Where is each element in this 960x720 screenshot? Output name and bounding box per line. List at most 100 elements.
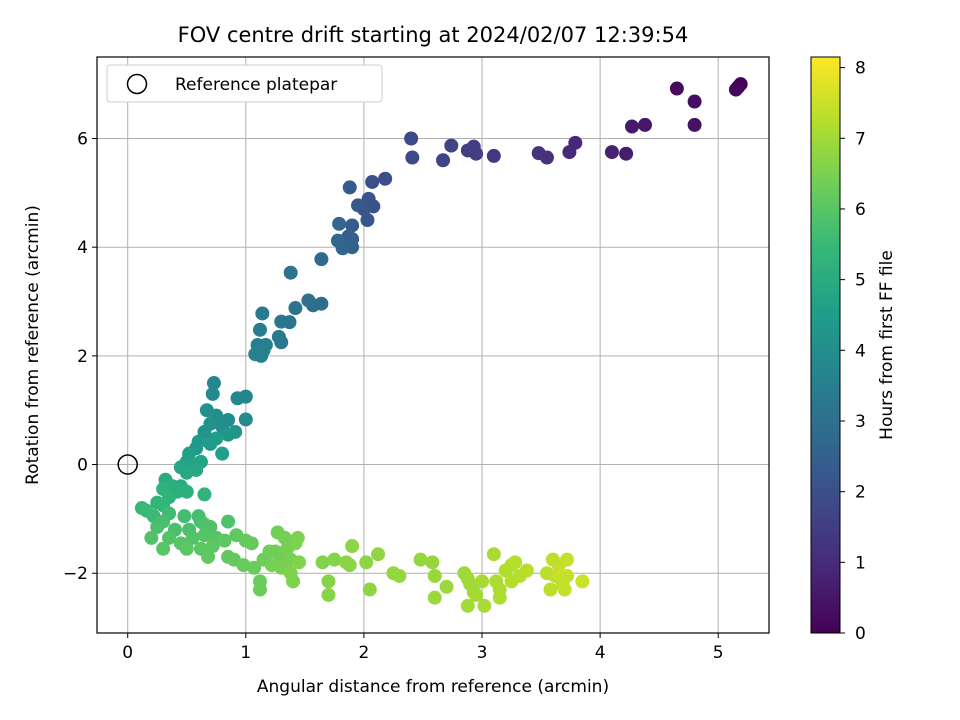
data-point (288, 301, 303, 316)
data-point (332, 216, 347, 231)
data-point (531, 146, 546, 161)
grid (97, 57, 769, 633)
data-point (197, 487, 212, 502)
data-point (345, 539, 360, 554)
y-tick-label: 6 (77, 130, 88, 150)
data-point (413, 552, 428, 567)
data-point (206, 376, 221, 391)
data-point (486, 148, 501, 163)
colorbar-ticks: 0 1 2 3 4 5 6 7 8 (840, 59, 866, 644)
data-point (221, 514, 236, 529)
y-tick-label: −2 (63, 564, 88, 584)
x-axis: 0 1 2 3 4 5 (122, 633, 724, 663)
data-point (436, 153, 451, 168)
x-tick-label: 0 (122, 643, 133, 663)
data-point (177, 509, 192, 524)
y-axis-label: Rotation from reference (arcmin) (23, 205, 43, 485)
data-point (221, 427, 236, 442)
data-point (271, 329, 286, 344)
data-point (286, 574, 301, 589)
data-point (477, 598, 492, 613)
data-point (274, 314, 289, 329)
data-point (345, 218, 360, 233)
x-axis-label: Angular distance from reference (arcmin) (257, 677, 609, 697)
x-tick-label: 2 (358, 643, 369, 663)
data-point (439, 579, 454, 594)
data-point (277, 530, 292, 545)
colorbar-tick-label: 3 (855, 412, 866, 432)
legend-box (106, 64, 383, 103)
x-tick-label: 3 (477, 643, 488, 663)
data-point (508, 555, 523, 570)
data-point (150, 520, 165, 535)
reference-platepar-marker (117, 454, 138, 475)
colorbar (810, 56, 841, 634)
data-point (238, 412, 253, 427)
data-point (248, 347, 263, 362)
data-point (687, 117, 702, 132)
colorbar-tick-label: 8 (855, 59, 866, 79)
data-point (252, 582, 267, 597)
data-point (392, 568, 407, 583)
data-point (205, 539, 220, 554)
data-point (460, 598, 475, 613)
y-tick-label: 4 (77, 238, 88, 258)
data-point (179, 541, 194, 556)
data-point (321, 574, 336, 589)
data-point (179, 465, 194, 480)
data-point (562, 145, 577, 160)
data-point (205, 386, 220, 401)
data-point (365, 174, 380, 189)
data-point (315, 555, 330, 570)
data-point (404, 131, 419, 146)
data-point (255, 306, 270, 321)
data-point (197, 528, 212, 543)
x-tick-label: 1 (240, 643, 251, 663)
data-point (342, 180, 357, 195)
data-point (321, 587, 336, 602)
data-point (637, 117, 652, 132)
data-point (371, 547, 386, 562)
data-point (342, 558, 357, 573)
chart-title: FOV centre drift starting at 2024/02/07 … (178, 23, 689, 47)
data-point (604, 145, 619, 160)
data-point (687, 94, 702, 109)
data-point (201, 549, 216, 564)
data-point (551, 566, 566, 581)
data-point (244, 536, 259, 551)
data-point (469, 587, 484, 602)
colorbar-tick-label: 6 (855, 200, 866, 220)
data-point (179, 484, 194, 499)
data-point (427, 568, 442, 583)
x-tick-label: 4 (595, 643, 606, 663)
legend-marker-icon (126, 73, 148, 95)
colorbar-tick-label: 0 (855, 624, 866, 644)
data-point (144, 530, 159, 545)
data-point (425, 555, 440, 570)
data-point (330, 233, 345, 248)
data-point (230, 391, 245, 406)
data-point (314, 252, 329, 267)
colorbar-tick-label: 7 (855, 129, 866, 149)
data-point (236, 558, 251, 573)
colorbar-tick-label: 1 (855, 553, 866, 573)
data-point (427, 590, 442, 605)
data-point (283, 265, 298, 280)
data-point (669, 81, 684, 96)
data-point (519, 563, 534, 578)
data-point (475, 574, 490, 589)
data-point (327, 552, 342, 567)
data-point (619, 146, 634, 161)
y-tick-label: 2 (77, 347, 88, 367)
y-axis: −2 0 2 4 6 (63, 130, 97, 584)
data-point (203, 436, 218, 451)
data-point (405, 150, 420, 165)
data-point (560, 552, 575, 567)
data-point (291, 555, 306, 570)
colorbar-tick-label: 2 (855, 483, 866, 503)
data-point (290, 530, 305, 545)
y-tick-label: 0 (77, 456, 88, 476)
data-point (557, 582, 572, 597)
colorbar-tick-label: 5 (855, 271, 866, 291)
